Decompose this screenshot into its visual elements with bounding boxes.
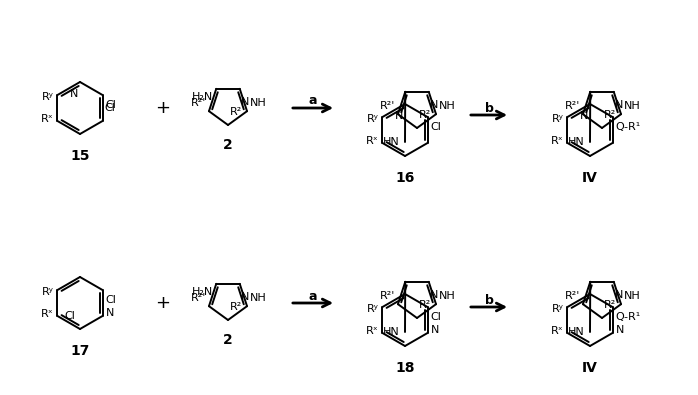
Text: R²: R² xyxy=(419,110,431,120)
Text: Rʸ: Rʸ xyxy=(366,114,378,124)
Text: R²': R²' xyxy=(565,291,580,301)
Text: Rʸ: Rʸ xyxy=(366,304,378,314)
Text: b: b xyxy=(484,293,493,307)
Text: N: N xyxy=(241,292,249,302)
Text: R²': R²' xyxy=(565,101,580,111)
Text: Rʸ: Rʸ xyxy=(551,304,563,314)
Text: R²: R² xyxy=(230,302,242,312)
Text: Rˣ: Rˣ xyxy=(551,136,563,146)
Text: Q-R¹: Q-R¹ xyxy=(616,122,641,132)
Text: Rˣ: Rˣ xyxy=(40,114,54,124)
Text: Cl: Cl xyxy=(105,295,117,305)
Text: R²: R² xyxy=(604,300,616,310)
Text: R²: R² xyxy=(604,110,616,120)
Text: NH: NH xyxy=(250,98,267,108)
Text: Rˣ: Rˣ xyxy=(551,326,563,336)
Text: N: N xyxy=(430,100,438,110)
Text: HN: HN xyxy=(568,327,585,337)
Text: N: N xyxy=(394,111,403,121)
Text: N: N xyxy=(105,308,114,318)
Text: N: N xyxy=(241,97,249,107)
Text: Q-R¹: Q-R¹ xyxy=(616,312,641,322)
Text: HN: HN xyxy=(383,137,400,147)
Text: Rˣ: Rˣ xyxy=(40,309,54,319)
Text: Rʸ: Rʸ xyxy=(42,287,54,297)
Text: Rˣ: Rˣ xyxy=(366,326,378,336)
Text: N: N xyxy=(579,111,588,121)
Text: R²': R²' xyxy=(380,101,395,111)
Text: Rˣ: Rˣ xyxy=(366,136,378,146)
Text: b: b xyxy=(484,102,493,115)
Text: R²: R² xyxy=(230,107,242,117)
Text: NH: NH xyxy=(624,291,641,301)
Text: R²': R²' xyxy=(191,98,206,108)
Text: N: N xyxy=(615,100,623,110)
Text: Rʸ: Rʸ xyxy=(42,92,54,102)
Text: Rʸ: Rʸ xyxy=(551,114,563,124)
Text: Cl: Cl xyxy=(105,100,117,110)
Text: 16: 16 xyxy=(395,171,415,185)
Text: NH: NH xyxy=(250,293,267,303)
Text: N: N xyxy=(430,290,438,300)
Text: a: a xyxy=(309,94,318,107)
Text: Cl: Cl xyxy=(431,312,441,322)
Text: H₂N: H₂N xyxy=(192,287,214,297)
Text: IV: IV xyxy=(582,361,598,375)
Text: 2: 2 xyxy=(223,333,233,347)
Text: Cl: Cl xyxy=(64,311,75,321)
Text: +: + xyxy=(156,294,170,312)
Text: NH: NH xyxy=(624,101,641,111)
Text: NH: NH xyxy=(439,101,456,111)
Text: 17: 17 xyxy=(70,344,89,358)
Text: R²: R² xyxy=(419,300,431,310)
Text: +: + xyxy=(156,99,170,117)
Text: R²': R²' xyxy=(380,291,395,301)
Text: Cl: Cl xyxy=(105,103,115,113)
Text: 15: 15 xyxy=(70,149,90,163)
Text: 18: 18 xyxy=(395,361,415,375)
Text: HN: HN xyxy=(383,327,400,337)
Text: HN: HN xyxy=(568,137,585,147)
Text: IV: IV xyxy=(582,171,598,185)
Text: H₂N: H₂N xyxy=(192,92,214,102)
Text: a: a xyxy=(309,290,318,303)
Text: R²': R²' xyxy=(191,293,206,303)
Text: N: N xyxy=(616,325,624,335)
Text: 2: 2 xyxy=(223,138,233,152)
Text: N: N xyxy=(615,290,623,300)
Text: N: N xyxy=(431,325,439,335)
Text: N: N xyxy=(70,89,78,99)
Text: NH: NH xyxy=(439,291,456,301)
Text: Cl: Cl xyxy=(431,122,441,132)
